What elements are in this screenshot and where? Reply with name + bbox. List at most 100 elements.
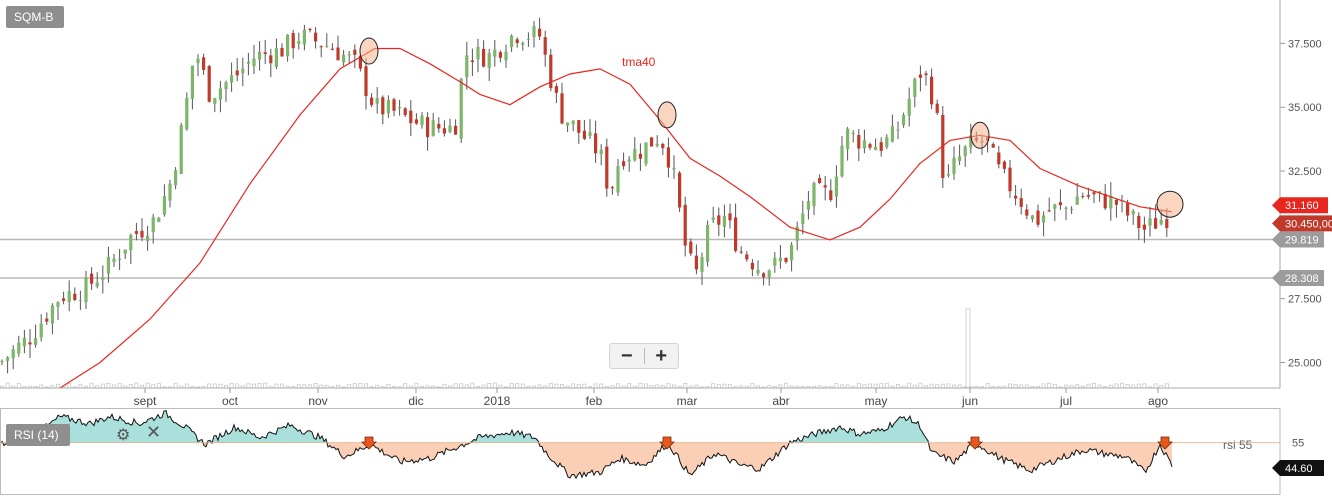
candle-body xyxy=(431,120,435,136)
candle-body xyxy=(599,149,603,155)
candle-body xyxy=(622,161,626,167)
volume-bar xyxy=(683,383,688,389)
candle-body xyxy=(997,152,1001,165)
zoom-in-button[interactable]: + xyxy=(655,345,668,367)
candle-body xyxy=(230,75,234,83)
volume-bar xyxy=(1142,383,1147,389)
volume-bar xyxy=(722,383,727,389)
last-price-tag: 31.160 xyxy=(1285,200,1319,212)
indicator-label[interactable]: RSI (14) xyxy=(6,424,70,446)
volume-bar xyxy=(414,382,419,389)
candle-body xyxy=(700,256,704,273)
signal-arrow-icon xyxy=(967,436,983,450)
volume-bar xyxy=(1164,383,1169,389)
candle-body xyxy=(650,137,654,147)
signal-circle[interactable] xyxy=(1156,190,1184,218)
volume-bar xyxy=(599,383,604,389)
symbol-label[interactable]: SQM-B xyxy=(6,6,64,28)
gear-icon[interactable]: ⚙ xyxy=(116,427,131,444)
candle-body xyxy=(1008,167,1012,192)
volume-bar xyxy=(100,383,105,389)
x-tick-label: jun xyxy=(961,394,978,408)
candle-body xyxy=(969,135,973,148)
candle-body xyxy=(454,125,458,135)
candle-body xyxy=(846,128,850,150)
candle-body xyxy=(286,34,290,57)
candle-body xyxy=(185,97,189,130)
candle-body xyxy=(543,37,547,55)
zoom-out-button[interactable]: − xyxy=(620,345,633,367)
candle-body xyxy=(487,53,491,68)
candle-body xyxy=(560,93,564,124)
candle-body xyxy=(795,226,799,242)
volume-bar xyxy=(1008,383,1013,389)
candle-body xyxy=(95,282,99,287)
candle-body xyxy=(717,215,721,225)
volume-bar xyxy=(492,382,497,389)
candle-body xyxy=(1114,199,1118,205)
volume-bar xyxy=(520,383,525,389)
candle-body xyxy=(280,47,284,57)
volume-bar xyxy=(1052,383,1057,389)
candle-body xyxy=(11,349,15,359)
volume-bar xyxy=(1047,382,1052,389)
level-1-tag-bg xyxy=(1272,231,1324,248)
x-tick-label: feb xyxy=(586,394,603,408)
volume-bar xyxy=(459,383,464,389)
candle-body xyxy=(90,273,94,284)
candle-body xyxy=(325,45,329,47)
close-icon[interactable]: ✕ xyxy=(146,422,162,442)
tma40-line[interactable] xyxy=(59,47,1173,389)
candle-body xyxy=(1142,224,1146,230)
candle-body xyxy=(504,51,508,61)
signal-arrow-icon xyxy=(361,436,377,450)
candle-body xyxy=(890,126,894,142)
zoom-control: − + xyxy=(609,343,679,369)
volume-bar xyxy=(548,383,553,389)
volume-bar xyxy=(711,383,716,389)
volume-bar xyxy=(263,382,268,389)
volume-bar xyxy=(582,383,587,389)
candle-body xyxy=(151,217,155,232)
volume-bar xyxy=(873,383,878,389)
candle-body xyxy=(773,257,777,266)
candle-body xyxy=(694,255,698,270)
signal-circle[interactable] xyxy=(970,121,990,149)
candle-body xyxy=(1154,218,1158,229)
candle-body xyxy=(946,173,950,176)
candle-body xyxy=(1047,210,1051,212)
volume-bar xyxy=(884,382,889,389)
candle-body xyxy=(963,146,967,156)
candle-body xyxy=(1053,204,1057,209)
signal-circle[interactable] xyxy=(657,101,677,129)
rsi-panel-frame xyxy=(0,408,1281,495)
volume-bar xyxy=(940,383,945,389)
candle-body xyxy=(644,142,648,164)
candle-body xyxy=(1081,196,1085,198)
candle-body xyxy=(403,108,407,115)
candle-body xyxy=(140,230,144,238)
candle-body xyxy=(1098,191,1102,194)
candle-body xyxy=(750,262,754,270)
candle-body xyxy=(330,48,334,50)
volume-bar xyxy=(403,383,408,389)
candle-body xyxy=(1148,218,1152,226)
candle-body xyxy=(823,185,827,188)
signal-circle[interactable] xyxy=(359,37,379,65)
volume-bar xyxy=(67,383,72,389)
volume-bar xyxy=(218,383,223,389)
candle-body xyxy=(409,110,413,124)
candle-body xyxy=(1092,192,1096,195)
candle-body xyxy=(291,33,295,49)
volume-bar xyxy=(1136,383,1141,389)
candle-body xyxy=(935,103,939,113)
candle-body xyxy=(840,145,844,177)
candle-body xyxy=(868,144,872,148)
candle-body xyxy=(370,97,374,105)
candle-body xyxy=(218,88,222,100)
candle-body xyxy=(784,258,788,262)
volume-bar xyxy=(453,383,458,389)
candle-body xyxy=(39,323,43,338)
candle-body xyxy=(1064,207,1068,209)
